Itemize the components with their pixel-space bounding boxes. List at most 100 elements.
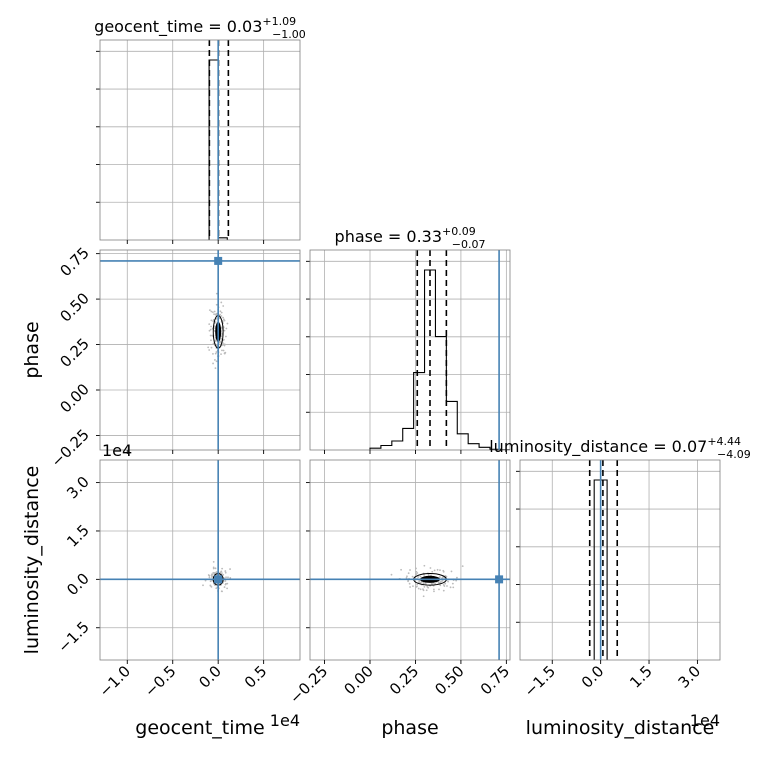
sample-point	[222, 318, 225, 321]
sample-point	[447, 580, 449, 583]
x-tick-label: 0.75	[477, 662, 513, 698]
x-offset-text-luminosity_distance: 1e4	[690, 711, 720, 730]
grid	[310, 250, 510, 450]
sample-point	[415, 567, 417, 570]
axes-frame	[99, 39, 301, 241]
sample-point	[209, 328, 212, 331]
sample-point	[222, 349, 225, 352]
sample-point	[438, 588, 440, 591]
sample-point	[214, 572, 216, 574]
sample-point	[220, 311, 223, 314]
panel-geocent_time-vs-geocent_time: geocent_time = 0.03+1.09 −1.00	[94, 15, 306, 244]
sample-point	[229, 577, 232, 579]
sample-point	[221, 567, 224, 570]
y-axis-label-luminosity_distance: luminosity_distance	[21, 466, 43, 655]
y-tick-label: −1.5	[54, 618, 92, 656]
sample-point	[409, 569, 411, 571]
sample-point	[215, 587, 218, 590]
sample-point	[423, 564, 426, 567]
y-tick-label: 3.0	[63, 473, 93, 503]
panel-phase-vs-phase: phase = 0.33+0.09 −0.07	[306, 225, 511, 454]
sample-point	[210, 310, 213, 313]
sample-point	[411, 575, 414, 578]
sample-point	[419, 588, 422, 591]
sample-point	[224, 580, 227, 582]
x-tick-label: 0.0	[195, 662, 225, 692]
sample-point	[436, 568, 439, 571]
x-axis-label-geocent_time: geocent_time	[135, 717, 264, 739]
sample-point	[449, 586, 452, 589]
sample-point	[451, 582, 454, 585]
sample-point	[208, 329, 211, 332]
sample-point	[415, 570, 418, 573]
sample-point	[220, 337, 223, 340]
sample-point	[226, 322, 229, 325]
sample-point	[437, 582, 440, 585]
sample-point	[210, 346, 213, 349]
sample-point	[450, 570, 453, 573]
sample-point	[215, 351, 218, 353]
panel-title-luminosity_distance: luminosity_distance = 0.07+4.44 −4.09	[489, 435, 751, 461]
sample-point	[225, 335, 227, 338]
sample-point	[213, 325, 216, 328]
sample-point	[446, 585, 448, 587]
sample-point	[455, 579, 458, 582]
sample-point	[415, 586, 417, 588]
sample-point	[215, 303, 218, 306]
sample-point	[439, 584, 442, 587]
sample-point	[213, 310, 216, 313]
sample-point	[226, 582, 229, 585]
axes-frame	[309, 459, 511, 661]
sample-point	[220, 353, 222, 356]
sample-point	[221, 590, 223, 593]
sample-point	[211, 579, 214, 582]
sample-point	[210, 576, 213, 578]
sample-point	[214, 339, 217, 342]
sample-point	[222, 305, 225, 307]
sample-point	[221, 572, 223, 575]
x-axis-label-phase: phase	[381, 717, 438, 739]
sample-point	[214, 352, 217, 355]
sample-point	[427, 574, 430, 576]
sample-point	[227, 576, 229, 579]
sample-point	[215, 360, 218, 363]
sample-point	[210, 325, 212, 328]
x-tick-label: 3.0	[675, 662, 705, 692]
sample-point	[219, 313, 221, 316]
panel-phase-vs-geocent_time: −0.25 0.00 0.25 0.50 0.75	[48, 244, 301, 471]
sample-point	[442, 589, 445, 592]
sample-point	[221, 349, 223, 352]
sample-point	[417, 587, 420, 590]
sample-point	[439, 569, 441, 572]
sample-point	[407, 572, 410, 575]
sample-point	[202, 584, 204, 587]
sample-point	[417, 576, 420, 578]
sample-point	[208, 349, 211, 351]
sample-point	[443, 585, 446, 587]
y-tick-label: 0.50	[56, 289, 92, 325]
sample-point	[214, 367, 217, 370]
sample-point	[444, 582, 447, 585]
sample-point	[422, 595, 425, 598]
truth-marker	[214, 256, 223, 265]
sample-point	[215, 292, 218, 295]
sample-point	[226, 587, 228, 590]
y-offset-text-luminosity_distance: 1e4	[102, 441, 132, 460]
sample-point	[223, 577, 225, 580]
sample-point	[222, 573, 225, 576]
sample-point	[212, 320, 215, 322]
sample-point	[214, 321, 217, 323]
sample-point	[423, 585, 426, 588]
sample-point	[419, 575, 422, 578]
sample-point	[220, 326, 223, 329]
axes-frame	[309, 249, 511, 451]
x-tick-label: −1.0	[96, 662, 134, 700]
sample-point	[418, 579, 421, 582]
y-tick-label: 0.25	[56, 335, 92, 371]
x-tick-label: 0.00	[340, 662, 376, 698]
sample-point	[442, 576, 444, 579]
x-tick-label: −0.25	[286, 662, 331, 707]
sample-point	[225, 327, 228, 330]
sample-point	[213, 313, 215, 316]
sample-point	[434, 582, 436, 585]
